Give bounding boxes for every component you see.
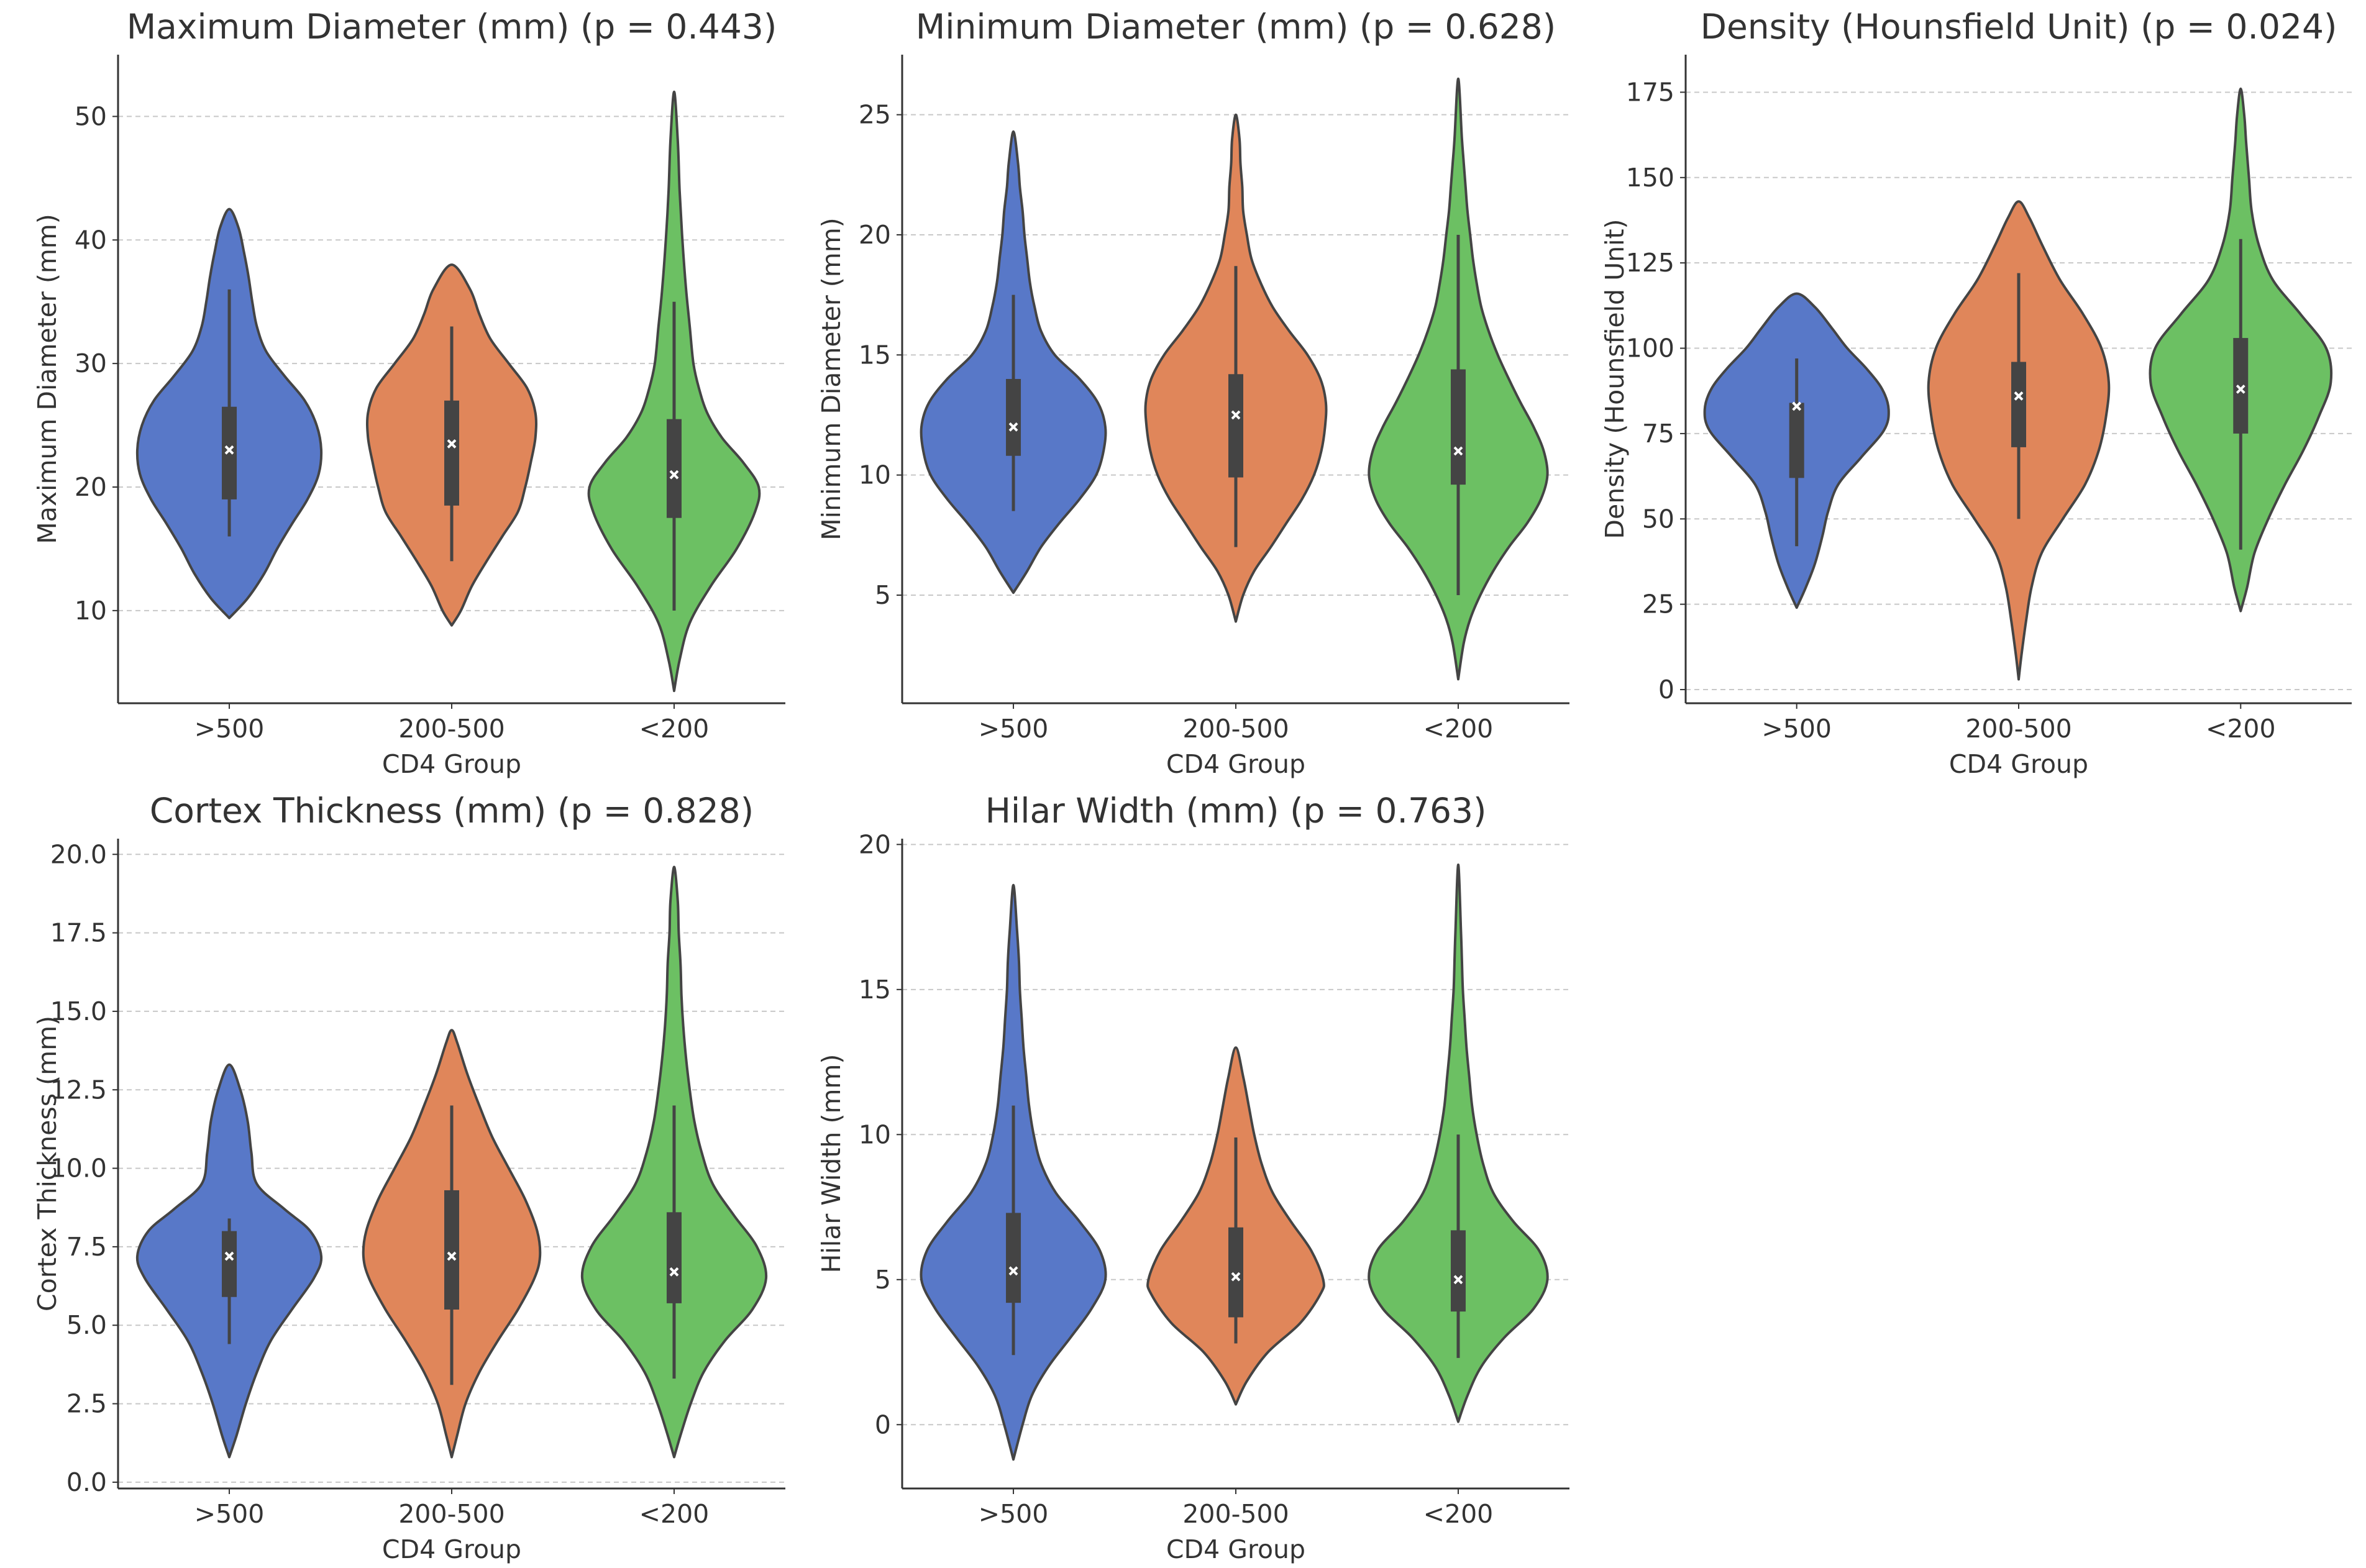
x-axis-label: CD4 Group <box>1949 749 2088 779</box>
y-tick-label: 0 <box>875 1410 891 1439</box>
chart-panel-5: 0 5 10 15 20 >500 200-500 <200 Hilar Width (mm) … <box>816 791 1569 1564</box>
y-tick-label: 100 <box>1626 334 1674 363</box>
y-tick-label: 20 <box>859 220 891 250</box>
iqr-box <box>444 400 459 506</box>
median-marker <box>1453 1275 1463 1285</box>
y-axis-label: Cortex Thickness (mm) <box>32 1016 62 1311</box>
y-tick-label: 125 <box>1626 248 1674 278</box>
iqr-box <box>1006 379 1021 456</box>
y-tick-label: 12.5 <box>50 1075 107 1105</box>
y-tick-label: 2.5 <box>66 1389 107 1419</box>
y-tick-label: 0 <box>1658 675 1674 704</box>
y-tick-label: 30 <box>75 349 107 378</box>
y-tick-label: 0.0 <box>66 1467 107 1497</box>
x-tick-label: >500 <box>194 714 265 744</box>
x-tick-label: >500 <box>1761 714 1832 744</box>
y-axis-label: Density (Hounsfield Unit) <box>1600 219 1630 539</box>
y-tick-label: 10 <box>859 1119 891 1149</box>
y-tick-label: 150 <box>1626 163 1674 193</box>
x-tick-label: <200 <box>639 1499 710 1529</box>
y-tick-label: 10.0 <box>50 1154 107 1183</box>
y-tick-label: 7.5 <box>66 1232 107 1262</box>
y-axis-label: Maximum Diameter (mm) <box>32 214 62 544</box>
x-tick-label: <200 <box>639 714 710 744</box>
y-tick-label: 25 <box>859 100 891 130</box>
y-tick-label: 25 <box>1642 590 1674 619</box>
x-axis-label: CD4 Group <box>1166 749 1305 779</box>
iqr-box <box>666 419 682 518</box>
x-tick-label: 200-500 <box>1182 714 1289 744</box>
iqr-box <box>222 1231 237 1297</box>
median-marker <box>447 1251 457 1261</box>
y-tick-label: 15 <box>859 975 891 1005</box>
chart-title: Cortex Thickness (mm) (p = 0.828) <box>150 791 754 831</box>
y-tick-label: 40 <box>75 225 107 255</box>
y-tick-label: 20 <box>75 472 107 502</box>
iqr-box <box>1228 1227 1243 1318</box>
iqr-box <box>444 1190 459 1310</box>
y-tick-label: 17.5 <box>50 918 107 948</box>
chart-panel-4: 0.0 2.5 5.0 7.5 10.0 12.5 15.0 17.5 20.0 >500 200-… <box>32 791 785 1564</box>
y-tick-label: 10 <box>859 460 891 490</box>
x-tick-label: <200 <box>2206 714 2276 744</box>
chart-panel-1: 10 20 30 40 50 >500 200-500 <200 Maximum Diamete… <box>32 7 785 779</box>
x-tick-label: <200 <box>1423 714 1494 744</box>
y-axis-label: Hilar Width (mm) <box>816 1054 846 1274</box>
chart-title: Minimum Diameter (mm) (p = 0.628) <box>916 7 1556 47</box>
x-tick-label: 200-500 <box>1965 714 2071 744</box>
median-marker <box>1792 401 1802 411</box>
median-marker <box>2236 385 2245 394</box>
chart-title: Maximum Diameter (mm) (p = 0.443) <box>127 7 777 47</box>
median-marker <box>1008 422 1018 432</box>
y-tick-label: 10 <box>75 596 107 626</box>
median-marker <box>1231 410 1241 420</box>
median-marker <box>447 439 457 449</box>
x-tick-label: >500 <box>979 714 1049 744</box>
y-tick-label: 15.0 <box>50 996 107 1026</box>
iqr-box <box>2233 338 2249 434</box>
x-tick-label: 200-500 <box>398 1499 505 1529</box>
median-marker <box>1008 1266 1018 1276</box>
median-marker <box>224 1251 234 1261</box>
iqr-box <box>222 406 237 499</box>
y-tick-label: 175 <box>1626 77 1674 107</box>
x-tick-label: >500 <box>194 1499 265 1529</box>
y-tick-label: 5 <box>875 580 891 610</box>
iqr-box <box>1450 1230 1466 1312</box>
y-axis-label: Minimum Diameter (mm) <box>816 217 846 540</box>
x-tick-label: 200-500 <box>398 714 505 744</box>
median-marker <box>1231 1272 1241 1282</box>
chart-title: Density (Hounsfield Unit) (p = 0.024) <box>1701 7 2337 47</box>
iqr-box <box>2011 362 2026 447</box>
y-tick-label: 5.0 <box>66 1310 107 1340</box>
chart-title: Hilar Width (mm) (p = 0.763) <box>985 791 1487 831</box>
x-tick-label: 200-500 <box>1182 1499 1289 1529</box>
x-tick-label: >500 <box>979 1499 1049 1529</box>
y-tick-label: 50 <box>1642 504 1674 534</box>
y-tick-label: 75 <box>1642 419 1674 449</box>
chart-panel-3: 0 25 50 75 100 125 150 175 >500 200-500 <200 Densit… <box>1600 7 2352 779</box>
y-tick-label: 20 <box>859 829 891 859</box>
y-tick-label: 50 <box>75 101 107 131</box>
y-tick-label: 20.0 <box>50 839 107 869</box>
y-tick-label: 15 <box>859 340 891 370</box>
x-axis-label: CD4 Group <box>382 1534 521 1564</box>
iqr-box <box>1450 369 1466 485</box>
x-axis-label: CD4 Group <box>1166 1534 1305 1564</box>
median-marker <box>669 470 679 480</box>
iqr-box <box>1006 1213 1021 1303</box>
x-axis-label: CD4 Group <box>382 749 521 779</box>
median-marker <box>2014 391 2024 401</box>
y-tick-label: 5 <box>875 1265 891 1295</box>
median-marker <box>224 445 234 455</box>
iqr-box <box>1789 403 1804 478</box>
median-marker <box>669 1267 679 1277</box>
iqr-box <box>666 1212 682 1303</box>
x-tick-label: <200 <box>1423 1499 1494 1529</box>
iqr-box <box>1228 374 1243 478</box>
chart-panel-2: 5 10 15 20 25 >500 200-500 <200 Minimum Diameter… <box>816 7 1569 779</box>
median-marker <box>1453 446 1463 456</box>
